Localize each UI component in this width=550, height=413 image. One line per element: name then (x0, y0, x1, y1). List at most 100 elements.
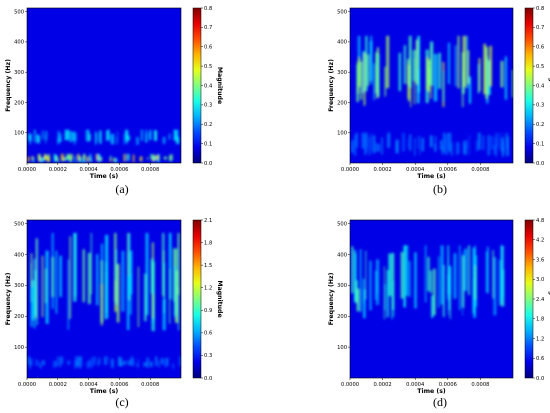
colorbar-tick-label: 3.0 (536, 277, 544, 283)
plot-frame (349, 7, 514, 164)
x-tick-label: 0.0006 (110, 382, 128, 388)
y-axis-label: Frequency (Hz) (5, 59, 12, 112)
colorbar-tick-label: 0.8 (204, 6, 212, 12)
x-tick-label: 0.0004 (80, 167, 99, 173)
x-tick-label: 0.0000 (18, 167, 36, 173)
x-axis-label: Time (s) (90, 388, 119, 395)
colorbar-tick-label: 0.4 (536, 83, 545, 89)
x-tick-label: 0.0004 (80, 382, 99, 388)
x-tick-label: 0.0008 (141, 167, 159, 173)
y-axis-label: Frequency (Hz) (5, 272, 12, 325)
y-tick-label: 300 (337, 283, 347, 289)
colorbar-tick-label: 0.3 (204, 103, 212, 109)
colorbar-tick-label: 0.0 (204, 376, 212, 382)
y-tick-label: 200 (14, 100, 24, 106)
x-axis-label: Time (s) (417, 388, 446, 395)
x-tick-label: 0.0008 (471, 167, 489, 173)
plot-background (27, 220, 181, 378)
colorbar-tick-label: 0.1 (536, 141, 544, 147)
colorbar-tick-label: 1.2 (204, 286, 212, 292)
y-axis-label: Frequency (Hz) (328, 59, 335, 112)
colorbar-label: Magnitude (548, 67, 550, 104)
spectrogram-texture (27, 232, 181, 369)
colorbar (192, 219, 202, 379)
spectrogram-panel: 0.0000 0.0002 0.0004 0.0006 0.0008 100 200 300 4… (5, 6, 223, 196)
x-tick-label: 0.0000 (341, 382, 359, 388)
x-axis-label: Time (s) (417, 173, 446, 180)
colorbar-tick-label: 0.1 (204, 141, 212, 147)
y-tick-label: 300 (14, 283, 24, 289)
subfigure-label: (c) (115, 395, 128, 409)
x-tick-label: 0.0002 (49, 167, 67, 173)
colorbar-tick-label: 2.1 (204, 218, 212, 224)
colorbar-tick-label: 0.8 (536, 6, 544, 12)
y-tick-label: 100 (14, 345, 24, 351)
colorbar-label: Magnitude (216, 280, 223, 317)
x-tick-label: 0.0006 (110, 167, 128, 173)
y-tick-label: 400 (14, 40, 24, 46)
y-tick-label: 100 (337, 345, 347, 351)
colorbar-tick-label: 4.2 (536, 238, 544, 244)
plot-background (27, 8, 181, 163)
y-tick-label: 200 (337, 100, 347, 106)
colorbar-tick-label: 0.3 (536, 103, 544, 109)
y-tick-label: 300 (337, 70, 347, 76)
x-tick-label: 0.0000 (18, 382, 36, 388)
y-tick-label: 500 (337, 9, 347, 15)
x-tick-label: 0.0002 (374, 382, 392, 388)
colorbar-tick-label: 1.8 (204, 240, 212, 246)
colorbar-tick-label: 0.5 (204, 64, 212, 70)
y-tick-label: 100 (14, 131, 24, 137)
spectrogram-panel: 0.0000 0.0002 0.0004 0.0006 0.0008 100 200 300 4… (5, 218, 223, 409)
colorbar-tick-label: 0.6 (204, 45, 212, 51)
colorbar-tick-label: 0.7 (204, 25, 212, 31)
subfigure-label: (d) (433, 395, 447, 409)
y-tick-label: 200 (337, 314, 347, 320)
spectrogram-panel: 0.0000 0.0002 0.0004 0.0006 0.0008 100 200 300 4… (328, 6, 550, 196)
x-tick-label: 0.0000 (341, 167, 359, 173)
colorbar-tick-label: 1.2 (536, 336, 544, 342)
x-tick-label: 0.0002 (374, 167, 392, 173)
colorbar-tick-label: 0.2 (204, 122, 212, 128)
subfigure-label: (a) (115, 182, 128, 196)
y-tick-label: 200 (14, 314, 24, 320)
x-tick-label: 0.0006 (439, 167, 457, 173)
y-tick-label: 300 (14, 70, 24, 76)
colorbar-tick-label: 0.0 (536, 376, 544, 382)
plot-frame (26, 219, 182, 379)
colorbar-tick-label: 0.6 (536, 45, 544, 51)
y-tick-label: 500 (14, 9, 24, 15)
x-tick-label: 0.0006 (439, 382, 457, 388)
x-tick-label: 0.0004 (406, 167, 425, 173)
colorbar-tick-label: 0.9 (204, 308, 212, 314)
colorbar-tick-label: 0.0 (204, 161, 212, 167)
spectrogram-panel: 0.0000 0.0002 0.0004 0.0006 0.0008 100 200 300 4… (328, 218, 550, 409)
colorbar-tick-label: 0.5 (536, 64, 544, 70)
colorbar-tick-label: 2.4 (536, 297, 545, 303)
y-tick-label: 100 (337, 131, 347, 137)
plot-frame (349, 219, 514, 379)
spectrogram-texture (351, 245, 505, 320)
colorbar (524, 219, 534, 379)
colorbar-tick-label: 0.0 (536, 161, 544, 167)
colorbar-tick-label: 3.6 (536, 257, 544, 263)
y-tick-label: 400 (337, 252, 347, 258)
y-tick-label: 500 (337, 222, 347, 228)
x-tick-label: 0.0004 (406, 382, 425, 388)
spectrogram-texture (350, 35, 513, 157)
y-tick-label: 500 (14, 222, 24, 228)
colorbar (524, 7, 534, 164)
colorbar-tick-label: 1.5 (204, 263, 212, 269)
x-axis-label: Time (s) (90, 173, 119, 180)
colorbar-tick-label: 4.8 (536, 218, 544, 224)
y-tick-label: 400 (14, 252, 24, 258)
colorbar-tick-label: 0.6 (204, 331, 212, 337)
x-tick-label: 0.0002 (49, 382, 67, 388)
colorbar-tick-label: 1.8 (536, 317, 544, 323)
subfigure-label: (b) (433, 182, 447, 196)
colorbar-tick-label: 0.6 (536, 356, 544, 362)
colorbar-tick-label: 0.3 (204, 353, 212, 359)
x-tick-label: 0.0008 (141, 382, 159, 388)
y-axis-label: Frequency (Hz) (328, 272, 335, 325)
